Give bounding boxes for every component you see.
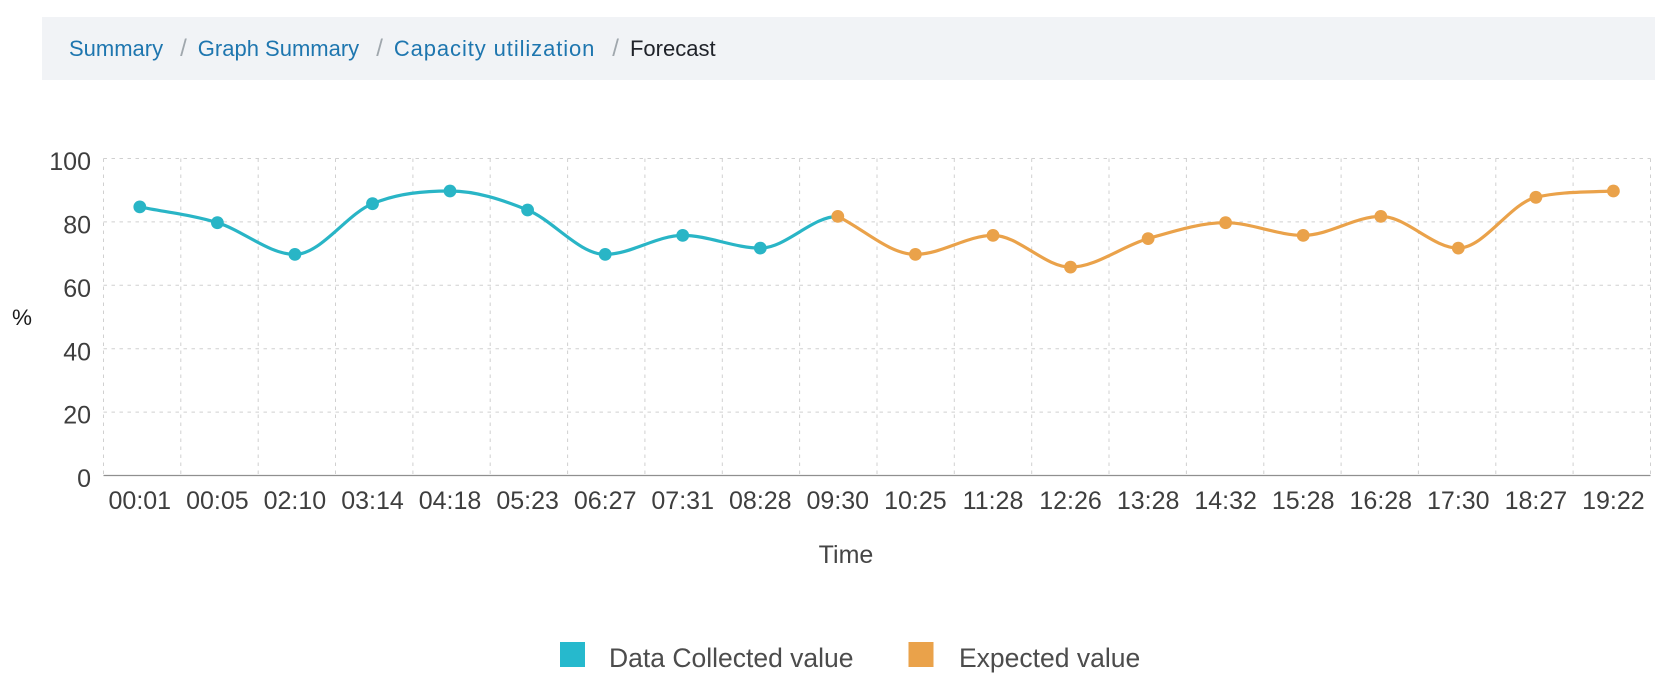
svg-text:02:10: 02:10 <box>264 487 327 515</box>
svg-text:16:28: 16:28 <box>1350 487 1413 515</box>
svg-text:Expected value: Expected value <box>959 643 1140 673</box>
svg-text:05:23: 05:23 <box>496 487 559 515</box>
svg-text:00:01: 00:01 <box>109 487 172 515</box>
svg-text:11:28: 11:28 <box>963 487 1024 515</box>
svg-text:100: 100 <box>49 148 91 176</box>
svg-text:04:18: 04:18 <box>419 487 482 515</box>
svg-text:00:05: 00:05 <box>186 487 249 515</box>
svg-text:10:25: 10:25 <box>884 487 947 515</box>
svg-text:14:32: 14:32 <box>1194 487 1257 515</box>
svg-text:60: 60 <box>63 275 91 303</box>
svg-text:%: % <box>12 305 32 330</box>
svg-text:08:28: 08:28 <box>729 487 792 515</box>
svg-text:17:30: 17:30 <box>1427 487 1490 515</box>
svg-text:09:30: 09:30 <box>807 487 870 515</box>
svg-text:40: 40 <box>63 338 91 366</box>
svg-text:15:28: 15:28 <box>1272 487 1335 515</box>
svg-text:18:27: 18:27 <box>1505 487 1568 515</box>
svg-text:03:14: 03:14 <box>341 487 404 515</box>
svg-text:07:31: 07:31 <box>651 487 714 515</box>
svg-text:0: 0 <box>77 465 91 493</box>
svg-text:19:22: 19:22 <box>1582 487 1645 515</box>
svg-text:Time: Time <box>819 541 874 569</box>
svg-text:13:28: 13:28 <box>1117 487 1180 515</box>
svg-text:Data Collected value: Data Collected value <box>609 643 854 673</box>
svg-text:20: 20 <box>63 402 91 430</box>
svg-text:06:27: 06:27 <box>574 487 637 515</box>
svg-text:80: 80 <box>63 212 91 240</box>
svg-text:12:26: 12:26 <box>1039 487 1102 515</box>
